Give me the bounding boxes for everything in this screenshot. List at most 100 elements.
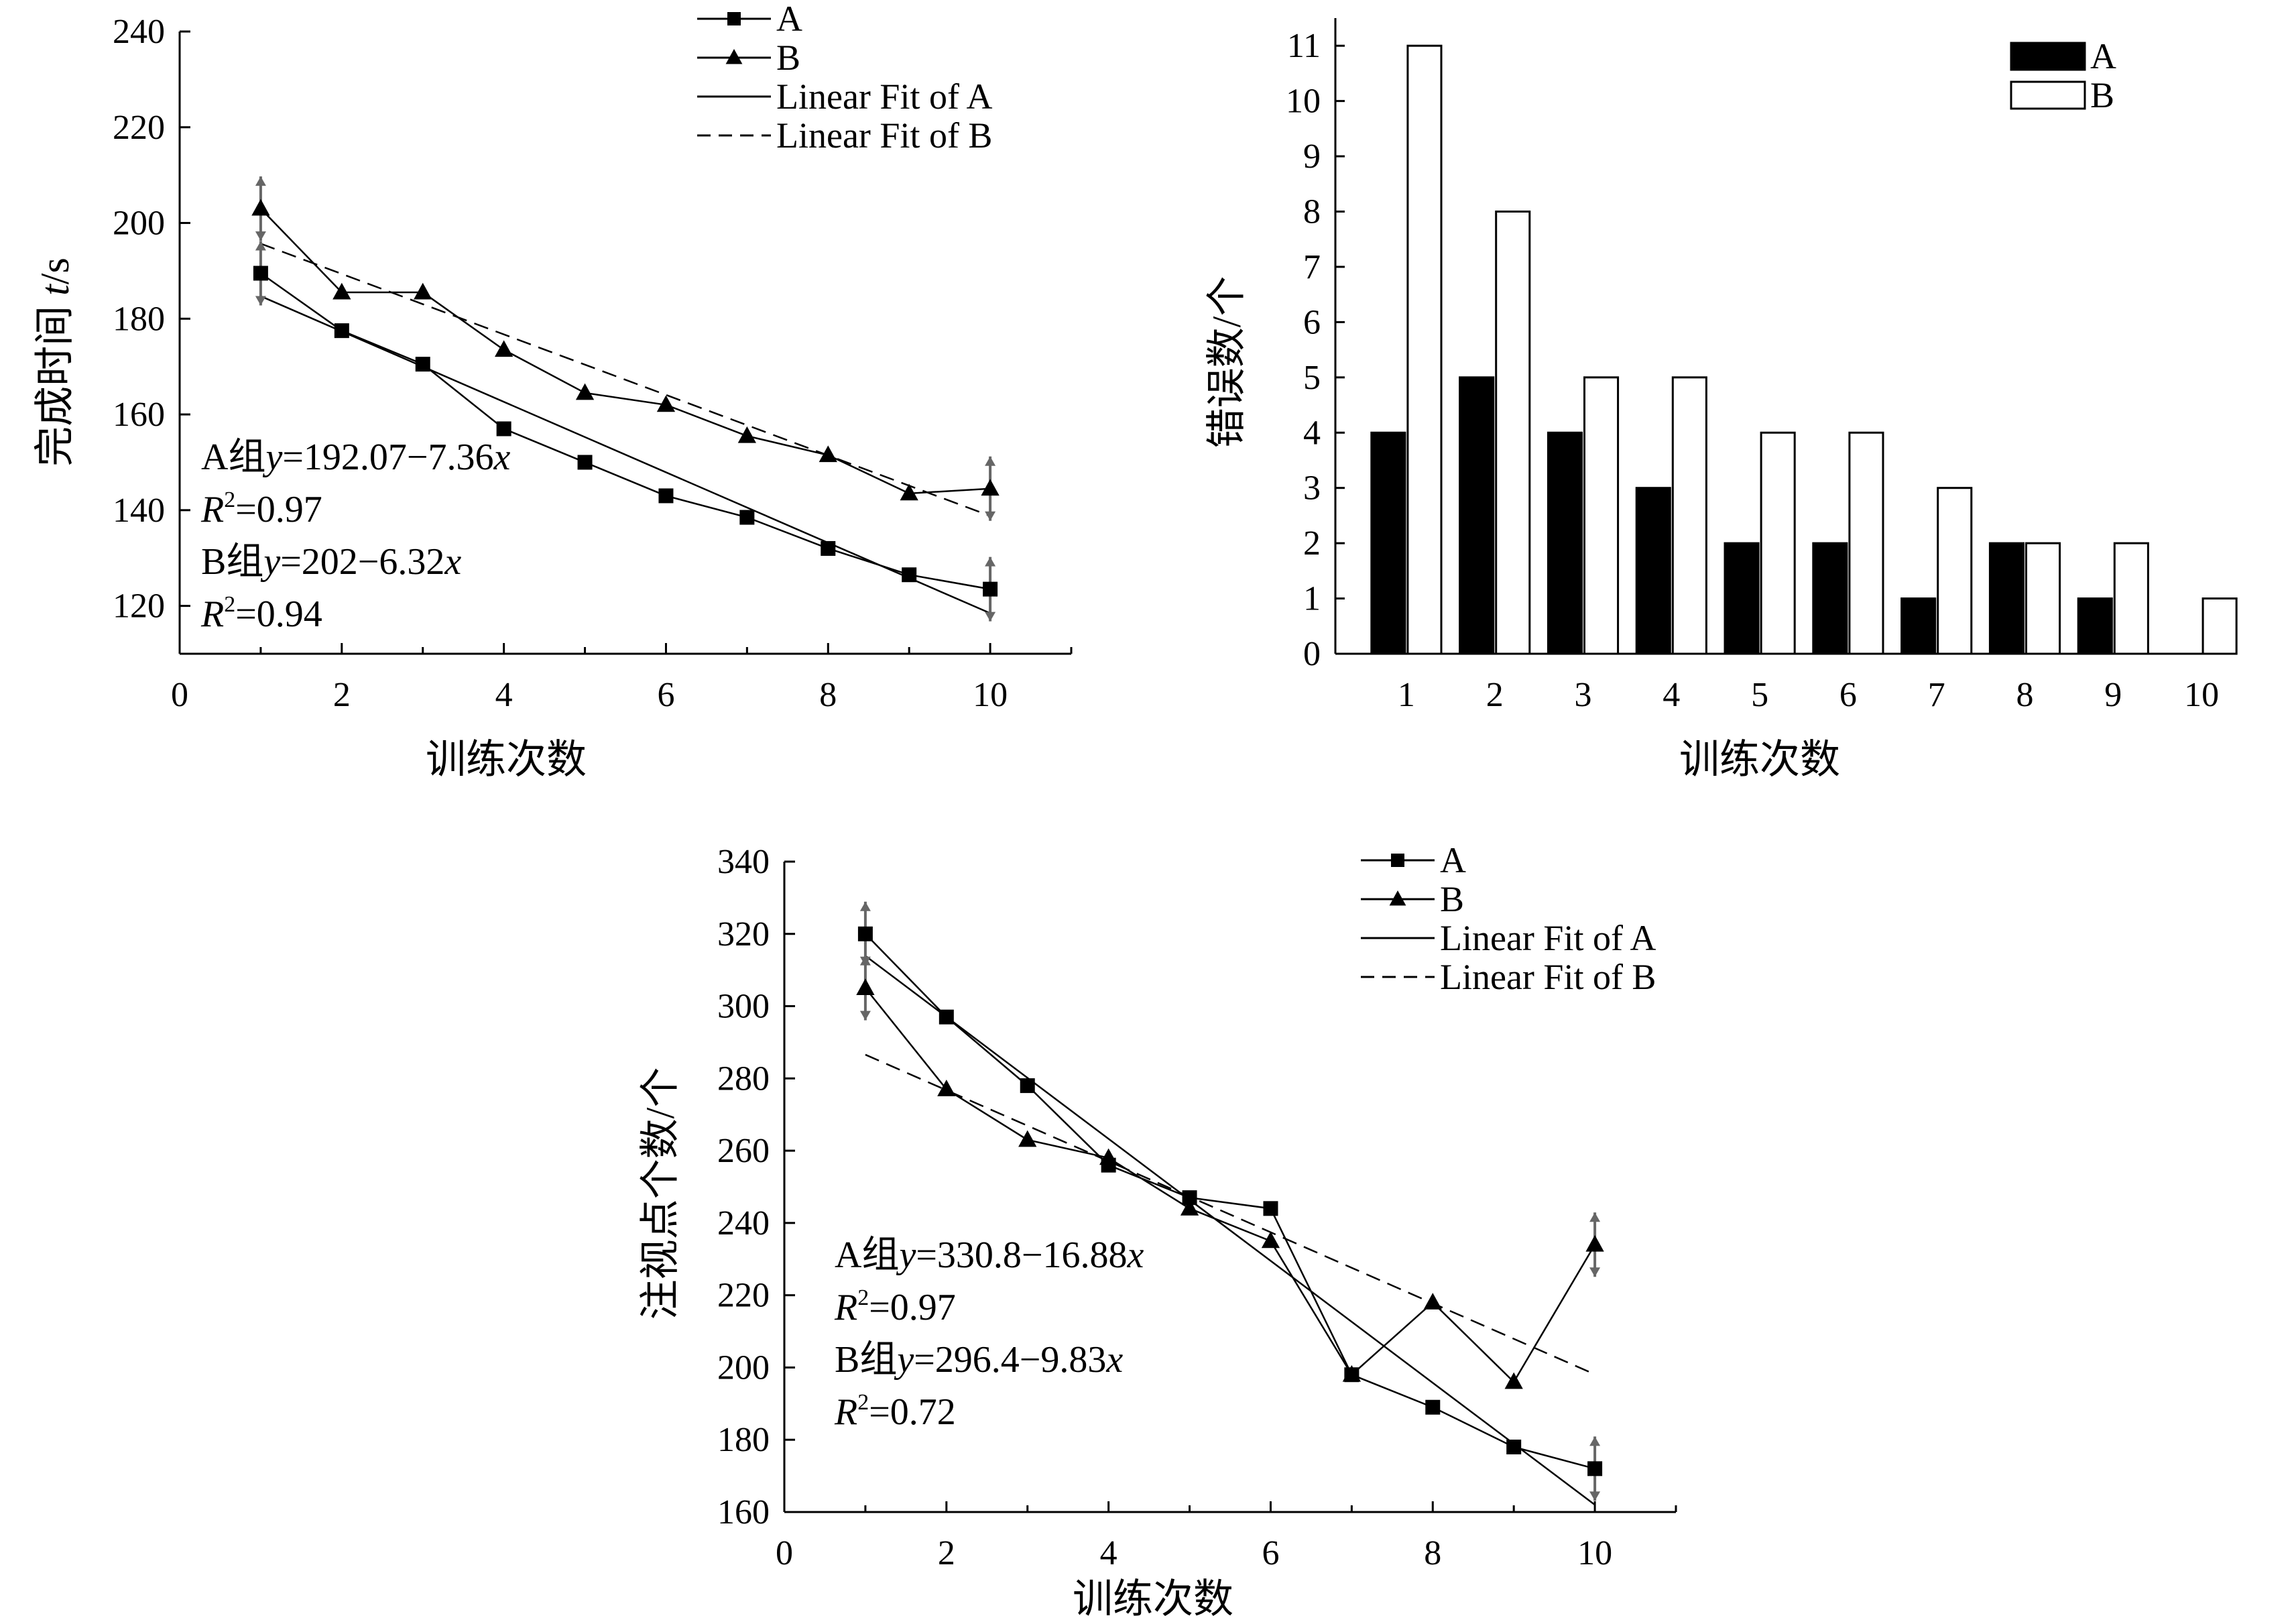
x-tick-label: 3 (1575, 676, 1592, 714)
y-tick-label: 180 (113, 300, 165, 338)
fit-line-a (260, 295, 991, 614)
data-point-b (937, 1080, 956, 1096)
x-axis-title-c2: 训练次数 (1679, 738, 1840, 782)
data-point-b (333, 282, 351, 300)
data-point-b (1342, 1365, 1362, 1382)
y-tick-label: 3 (1303, 469, 1321, 508)
error-bar-cap-top (859, 955, 871, 966)
legend-label: Linear Fit of A (1440, 918, 1656, 958)
data-point-b (1423, 1293, 1442, 1310)
x-tick-label: 4 (1100, 1534, 1117, 1572)
data-point-b (819, 445, 837, 463)
bar-b (1583, 376, 1620, 655)
x-axis-title-c3: 训练次数 (1073, 1577, 1233, 1621)
y-tick-label: 280 (717, 1059, 770, 1098)
chart-completion-time: A组y=192.07−7.36x R2=0.97 B组y=202−6.32x R… (33, 0, 1073, 782)
legend-label: A (1440, 840, 1466, 880)
y-tick-label: 11 (1287, 27, 1321, 65)
x-tick-label: 2 (1486, 676, 1504, 714)
equation-a: A组y=330.8−16.88x (835, 1234, 1144, 1276)
data-point-b (1585, 1234, 1604, 1252)
x-tick-label: 6 (1839, 676, 1857, 714)
bar-a (1459, 376, 1495, 655)
y-tick-label: 4 (1303, 414, 1321, 452)
legend-swatch (2010, 80, 2086, 110)
y-tick-label: 200 (113, 205, 165, 243)
error-bar-cap-bottom (255, 296, 266, 306)
bar-b (1671, 376, 1707, 655)
data-point-b (1180, 1199, 1199, 1216)
legend-label: B (1440, 879, 1464, 919)
x-tick-label: 10 (1577, 1534, 1612, 1572)
y-tick-label: 9 (1303, 137, 1321, 176)
y-tick-label: 160 (113, 396, 165, 434)
data-point-b (494, 340, 513, 357)
y-axis-title-c3: 注视点个数/个 (638, 1067, 682, 1320)
bar-a (1635, 487, 1671, 655)
data-point-a (983, 581, 998, 597)
y-tick-label: 260 (717, 1132, 770, 1170)
data-point-a (496, 421, 511, 437)
legend-label: A (2090, 36, 2116, 76)
y-tick-label: 220 (717, 1277, 770, 1315)
x-tick-label: 1 (1398, 676, 1415, 714)
x-tick-label: 10 (2184, 676, 2219, 714)
error-bar-cap-top (1589, 1212, 1601, 1222)
y-axis-title-c2: 错误数/个 (1205, 276, 1249, 449)
legend-label: Linear Fit of A (776, 76, 992, 117)
x-tick-label: 8 (819, 676, 837, 714)
error-bar-cap-bottom (1589, 1267, 1601, 1277)
x-tick-label: 2 (333, 676, 351, 714)
equation-a: A组y=192.07−7.36x (201, 437, 510, 478)
error-bar-cap-bottom (255, 231, 266, 241)
data-point-a (415, 357, 430, 372)
bar-a (1547, 431, 1583, 655)
y-tick-label: 7 (1303, 248, 1321, 286)
y-tick-label: 2 (1303, 524, 1321, 563)
y-tick-label: 240 (717, 1204, 770, 1242)
equation-b: B组y=296.4−9.83x (835, 1339, 1123, 1381)
error-bar-cap-bottom (1589, 1491, 1601, 1501)
bar-a (1724, 542, 1760, 655)
data-point-b (1261, 1231, 1280, 1249)
data-point-b (656, 395, 676, 412)
x-tick-label: 6 (1262, 1534, 1279, 1572)
bar-a (1370, 431, 1406, 655)
equation-block-c3: A组y=330.8−16.88x R2=0.97 B组y=296.4−9.83x… (834, 1234, 1144, 1433)
data-point-a (1263, 1201, 1278, 1216)
r2-a: R2=0.97 (200, 487, 322, 530)
y-tick-label: 240 (113, 13, 165, 51)
x-tick-label: 0 (171, 676, 188, 714)
equation-block-c1: A组y=192.07−7.36x R2=0.97 B组y=202−6.32x R… (200, 437, 510, 635)
data-point-a (1020, 1078, 1035, 1094)
y-tick-label: 10 (1286, 82, 1321, 121)
r2-b: R2=0.72 (834, 1390, 956, 1433)
x-tick-label: 10 (973, 676, 1008, 714)
error-bar-cap-top (255, 241, 266, 251)
data-point-b (1504, 1372, 1523, 1389)
data-point-a (334, 323, 349, 339)
x-tick-label: 9 (2104, 676, 2122, 714)
x-tick-label: 0 (776, 1534, 793, 1572)
series-line-a (260, 272, 991, 590)
legend-label: B (776, 38, 800, 78)
x-axis-title-c1: 训练次数 (426, 738, 587, 782)
error-bar-cap-top (859, 901, 871, 911)
series-line-b (864, 987, 1596, 1384)
fit-line-b (260, 243, 991, 517)
y-tick-label: 300 (717, 988, 770, 1026)
y-tick-label: 320 (717, 915, 770, 953)
data-point-b (981, 479, 1000, 496)
bar-b (1848, 431, 1884, 655)
error-bar-cap-top (985, 456, 996, 466)
legend-marker (1391, 854, 1404, 867)
series-line-a (865, 933, 1595, 1470)
data-point-a (1506, 1440, 1522, 1454)
data-point-a (658, 488, 674, 504)
x-tick-label: 8 (2016, 676, 2034, 714)
y-axis-title-c1: 完成时间 t/s (33, 257, 77, 467)
legend-marker (1389, 890, 1406, 906)
legend: AB (2010, 36, 2116, 115)
data-point-b (900, 483, 918, 501)
y-tick-label: 140 (113, 491, 165, 530)
